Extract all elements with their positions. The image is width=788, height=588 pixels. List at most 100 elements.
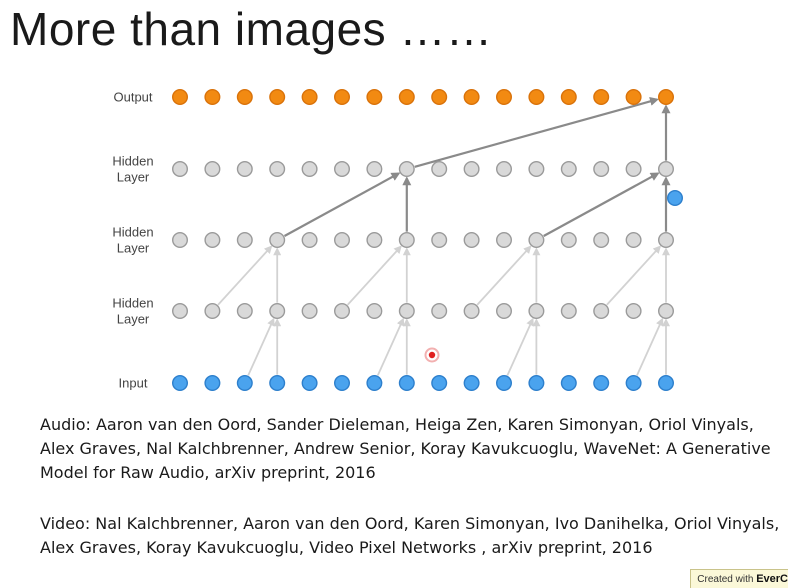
hidden-1-node bbox=[236, 303, 253, 320]
hidden-3-node bbox=[269, 160, 286, 177]
output-node bbox=[269, 88, 286, 105]
output-node bbox=[204, 88, 221, 105]
audio-reference: Audio: Aaron van den Oord, Sander Dielem… bbox=[40, 413, 785, 485]
hidden-2-node bbox=[334, 231, 351, 248]
hidden-3-node bbox=[171, 160, 188, 177]
hidden-3-node bbox=[496, 160, 513, 177]
hidden-1-node bbox=[625, 303, 642, 320]
output-node bbox=[560, 88, 577, 105]
layer-label-hidden-2: Hidden bbox=[112, 225, 153, 240]
input-node bbox=[625, 375, 642, 392]
hidden-2-node bbox=[625, 231, 642, 248]
hidden-2-node bbox=[366, 231, 383, 248]
layer-label-hidden-2: Layer bbox=[117, 241, 150, 256]
hidden-1-node bbox=[398, 303, 415, 320]
input-node bbox=[171, 375, 188, 392]
connection-arrow bbox=[414, 97, 659, 168]
layer-label-hidden-3: Hidden bbox=[112, 154, 153, 169]
hidden-2-node bbox=[269, 231, 286, 248]
hidden-2-node bbox=[560, 231, 577, 248]
output-node bbox=[593, 88, 610, 105]
output-node bbox=[528, 88, 545, 105]
input-node bbox=[431, 375, 448, 392]
hidden-3-node bbox=[204, 160, 221, 177]
hidden-2-node bbox=[236, 231, 253, 248]
hidden-2-node bbox=[301, 231, 318, 248]
hidden-3-node bbox=[301, 160, 318, 177]
video-reference-text: Video: Nal Kalchbrenner, Aaron van den O… bbox=[40, 514, 780, 557]
input-node bbox=[658, 375, 675, 392]
hidden-3-node bbox=[625, 160, 642, 177]
input-node bbox=[496, 375, 513, 392]
connection-arrow bbox=[217, 245, 273, 306]
connection-arrow bbox=[376, 317, 405, 376]
hidden-2-node bbox=[431, 231, 448, 248]
hidden-2-node bbox=[204, 231, 221, 248]
watermark-prefix: Created with bbox=[697, 574, 754, 585]
connection-arrow bbox=[283, 172, 401, 237]
output-node bbox=[463, 88, 480, 105]
hidden-1-node bbox=[463, 303, 480, 320]
connection-arrow bbox=[506, 317, 534, 376]
input-node bbox=[593, 375, 610, 392]
cursor-ring bbox=[424, 347, 440, 363]
hidden-1-node bbox=[334, 303, 351, 320]
hidden-1-node bbox=[593, 303, 610, 320]
hidden-3-node bbox=[334, 160, 351, 177]
hidden-2-node bbox=[496, 231, 513, 248]
layer-label-input: Input bbox=[119, 376, 148, 391]
output-node bbox=[236, 88, 253, 105]
output-node bbox=[366, 88, 383, 105]
hidden-3-node bbox=[398, 160, 415, 177]
input-node bbox=[236, 375, 253, 392]
connection-arrow bbox=[346, 245, 402, 306]
hidden-3-node bbox=[366, 160, 383, 177]
wavenet-diagram: OutputHiddenLayerHiddenLayerHiddenLayerI… bbox=[112, 88, 684, 392]
output-node bbox=[658, 88, 675, 105]
layer-label-hidden-3: Layer bbox=[117, 170, 150, 185]
connection-arrow bbox=[636, 317, 664, 376]
hidden-3-node bbox=[528, 160, 545, 177]
hidden-2-node bbox=[398, 231, 415, 248]
hidden-3-node bbox=[431, 160, 448, 177]
hidden-1-node bbox=[560, 303, 577, 320]
input-node bbox=[301, 375, 318, 392]
input-node bbox=[269, 375, 286, 392]
hidden-1-node bbox=[431, 303, 448, 320]
input-node bbox=[463, 375, 480, 392]
hidden-3-node bbox=[593, 160, 610, 177]
hidden-3-node bbox=[658, 160, 675, 177]
watermark-badge: Created with EverC bbox=[690, 569, 788, 588]
hidden-2-node bbox=[463, 231, 480, 248]
connection-arrow bbox=[476, 245, 532, 306]
output-node bbox=[334, 88, 351, 105]
hidden-1-node bbox=[528, 303, 545, 320]
hidden-1-node bbox=[366, 303, 383, 320]
watermark-brand: EverC bbox=[756, 573, 788, 585]
hidden-1-node bbox=[496, 303, 513, 320]
input-node bbox=[366, 375, 383, 392]
hidden-1-node bbox=[269, 303, 286, 320]
input-node bbox=[528, 375, 545, 392]
hidden-2-node bbox=[528, 231, 545, 248]
hidden-1-node bbox=[301, 303, 318, 320]
input-node bbox=[560, 375, 577, 392]
input-node bbox=[204, 375, 221, 392]
connection-arrow bbox=[606, 245, 662, 306]
output-node bbox=[301, 88, 318, 105]
cursor-dot bbox=[428, 351, 436, 359]
hidden-3-node bbox=[236, 160, 253, 177]
layer-label-output: Output bbox=[113, 90, 152, 105]
highlight-node bbox=[667, 189, 684, 206]
output-node bbox=[398, 88, 415, 105]
connection-arrow bbox=[247, 317, 275, 376]
hidden-3-node bbox=[463, 160, 480, 177]
hidden-2-node bbox=[658, 231, 675, 248]
layer-label-hidden-1: Layer bbox=[117, 312, 150, 327]
hidden-2-node bbox=[171, 231, 188, 248]
video-reference: Video: Nal Kalchbrenner, Aaron van den O… bbox=[40, 512, 785, 560]
output-node bbox=[496, 88, 513, 105]
hidden-1-node bbox=[204, 303, 221, 320]
audio-reference-text: Audio: Aaron van den Oord, Sander Dielem… bbox=[40, 415, 771, 482]
